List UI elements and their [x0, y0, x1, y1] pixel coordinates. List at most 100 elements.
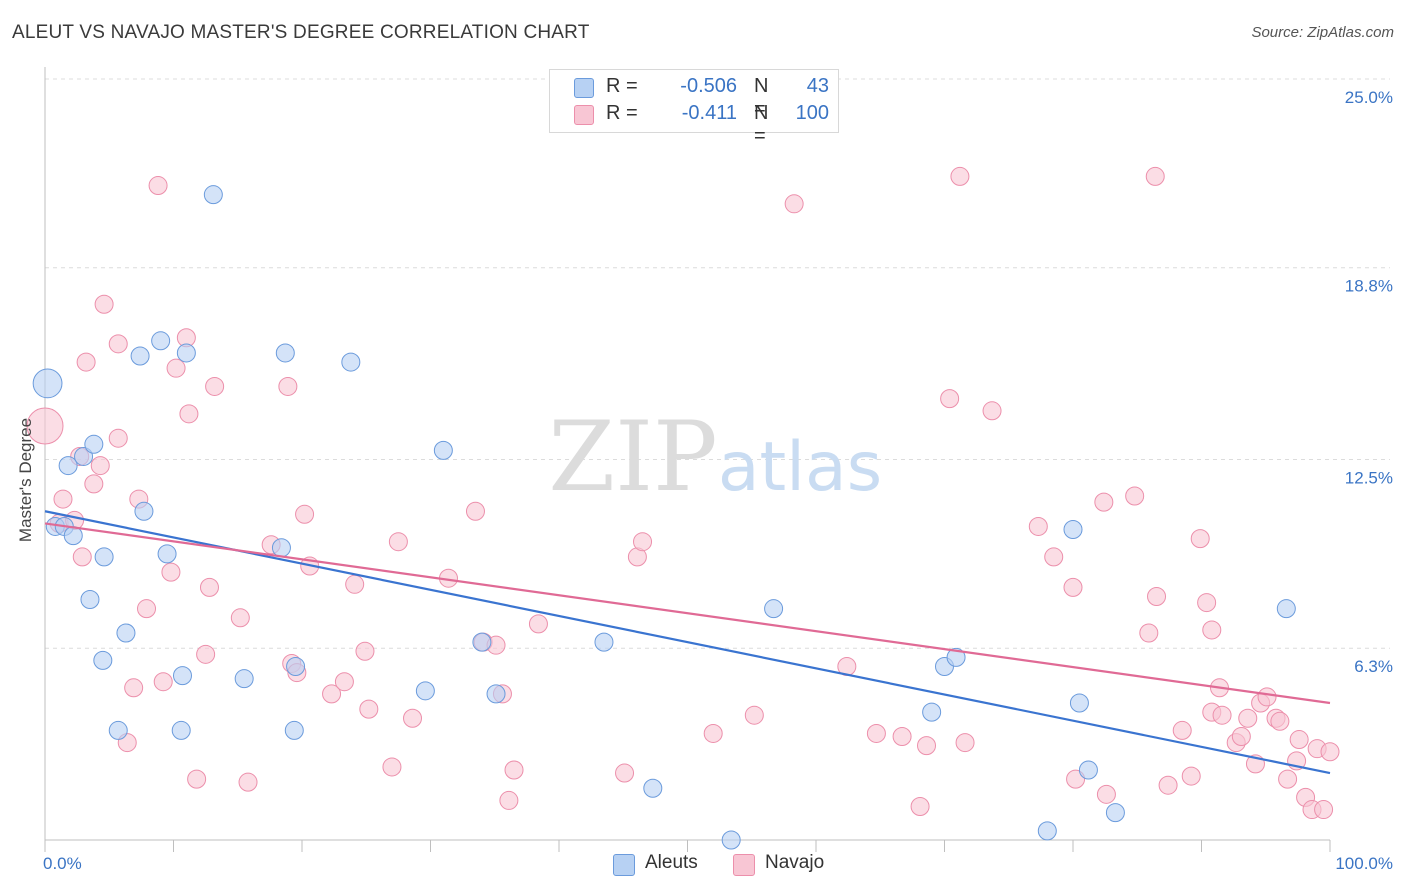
- navajo-point: [1158, 775, 1178, 795]
- navajo-point: [166, 358, 186, 378]
- axes: [44, 67, 1331, 852]
- aleut-point: [1069, 693, 1089, 713]
- navajo-point: [382, 757, 402, 777]
- aleut-point: [116, 623, 136, 643]
- navajo-point: [1147, 586, 1167, 606]
- navajo-legend-swatch: [733, 854, 755, 876]
- navajo-point: [84, 474, 104, 494]
- aleut-point: [130, 346, 150, 366]
- aleuts-swatch: [574, 78, 594, 98]
- navajo-point: [1231, 727, 1251, 747]
- navajo-point: [633, 532, 653, 552]
- aleut-point: [157, 544, 177, 564]
- aleut-point: [433, 440, 453, 460]
- navajo-point: [1314, 800, 1334, 820]
- navajo-point: [1125, 486, 1145, 506]
- navajo-point: [910, 797, 930, 817]
- navajo-point: [499, 790, 519, 810]
- aleut-point: [286, 656, 306, 676]
- aleut-point: [486, 684, 506, 704]
- aleut-point: [80, 590, 100, 610]
- y-axis-label: Master's Degree: [16, 417, 35, 543]
- navajo-point: [199, 577, 219, 597]
- navajo-point: [1278, 769, 1298, 789]
- aleut-point: [58, 456, 78, 476]
- r-label: R =: [606, 102, 638, 124]
- source-label: Source: ZipAtlas.com: [1251, 24, 1394, 41]
- navajo-point: [1063, 577, 1083, 597]
- navajo-point: [1028, 516, 1048, 536]
- aleut-point: [94, 547, 114, 567]
- navajo-swatch: [574, 105, 594, 125]
- navajo-point: [90, 456, 110, 476]
- aleut-point: [1063, 520, 1083, 540]
- aleut-point: [284, 720, 304, 740]
- aleut-point: [922, 702, 942, 722]
- navajo-point: [53, 489, 73, 509]
- aleuts-legend-label: Aleuts: [645, 852, 698, 873]
- aleut-point: [203, 185, 223, 205]
- navajo-point: [1202, 620, 1222, 640]
- aleut-point: [1105, 803, 1125, 823]
- aleut-point: [472, 632, 492, 652]
- x-tick-label-min: 0.0%: [43, 854, 82, 873]
- navajo-point: [1289, 730, 1309, 750]
- aleut-point: [1037, 821, 1057, 841]
- navajo-point: [1139, 623, 1159, 643]
- navajo-point: [982, 401, 1002, 421]
- aleut-point: [234, 669, 254, 689]
- navajo-point: [744, 705, 764, 725]
- aleut-trend-line: [44, 510, 1331, 775]
- aleut-point: [271, 538, 291, 558]
- navajo-point: [322, 684, 342, 704]
- navajo-point: [784, 194, 804, 214]
- navajo-legend-label: Navajo: [765, 852, 825, 873]
- aleut-points: [32, 185, 1296, 850]
- navajo-point: [179, 404, 199, 424]
- y-tick-label: 18.8%: [1345, 277, 1393, 296]
- aleut-point: [171, 720, 191, 740]
- trend-lines: [44, 510, 1331, 775]
- navajo-point: [1238, 708, 1258, 728]
- y-tick-label: 25.0%: [1345, 88, 1393, 107]
- aleut-point: [764, 599, 784, 619]
- navajo-point: [345, 574, 365, 594]
- navajo-point: [1212, 705, 1232, 725]
- x-tick-label-max: 100.0%: [1335, 854, 1393, 873]
- navajo-point: [1190, 529, 1210, 549]
- correlation-legend: R = -0.506 N = 43 R = -0.411 N = 100: [549, 69, 839, 147]
- navajo-point: [703, 723, 723, 743]
- navajo-point: [1270, 711, 1290, 731]
- navajo-point: [72, 547, 92, 567]
- navajo-point: [137, 599, 157, 619]
- navajo-point: [950, 166, 970, 186]
- navajo-point: [866, 723, 886, 743]
- aleut-point: [134, 501, 154, 521]
- y-tick-label: 12.5%: [1345, 469, 1393, 488]
- navajo-point: [615, 763, 635, 783]
- navajo-point: [504, 760, 524, 780]
- navajo-point: [1145, 166, 1165, 186]
- navajo-point: [1197, 593, 1217, 613]
- aleut-point: [594, 632, 614, 652]
- navajo-point: [955, 733, 975, 753]
- aleut-point: [176, 343, 196, 363]
- navajo-point: [1044, 547, 1064, 567]
- aleut-point: [84, 434, 104, 454]
- aleut-point: [275, 343, 295, 363]
- navajo-point: [1172, 720, 1192, 740]
- navajo-point: [187, 769, 207, 789]
- navajo-trend-line: [44, 522, 1331, 705]
- navajo-point: [917, 736, 937, 756]
- navajo-point: [359, 699, 379, 719]
- aleut-point: [341, 352, 361, 372]
- r-value: -0.411: [681, 102, 737, 124]
- navajo-point: [1257, 687, 1277, 707]
- navajo-point: [26, 407, 64, 445]
- aleut-point: [1276, 599, 1296, 619]
- aleut-point: [721, 830, 741, 850]
- r-value: -0.506: [680, 75, 737, 97]
- watermark: ZIP atlas: [548, 401, 882, 513]
- aleut-point: [93, 650, 113, 670]
